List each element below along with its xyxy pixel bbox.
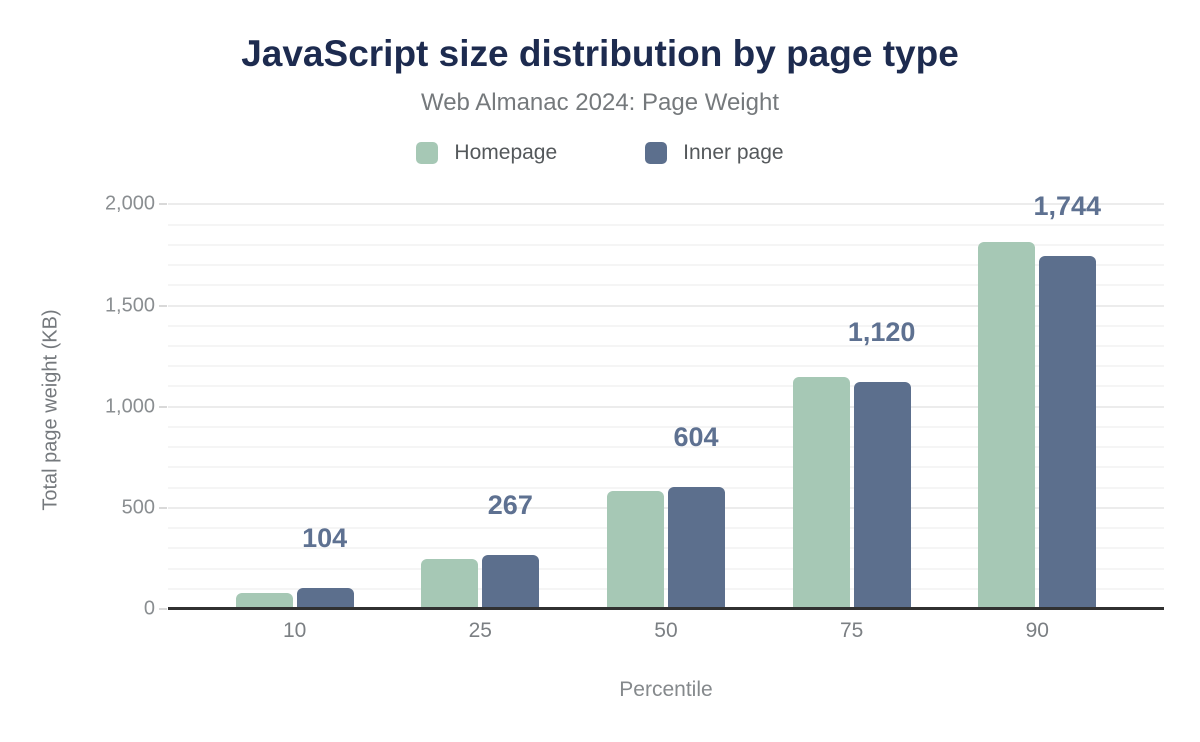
y-tick-mark [159, 608, 167, 610]
legend-item-inner-page[interactable]: Inner page [645, 141, 784, 165]
minor-gridline [168, 547, 1164, 550]
data-label: 1,120 [847, 317, 916, 348]
legend: Homepage Inner page [0, 141, 1200, 165]
minor-gridline [168, 344, 1164, 347]
legend-swatch-icon [416, 142, 439, 164]
data-label: 1,744 [1033, 191, 1102, 222]
legend-item-homepage[interactable]: Homepage [416, 141, 557, 165]
bar-homepage[interactable] [606, 491, 664, 609]
minor-gridline [168, 324, 1164, 327]
minor-gridline [168, 223, 1164, 226]
legend-label: Inner page [683, 141, 784, 164]
data-label: 267 [487, 489, 533, 520]
bar-inner-page[interactable] [482, 554, 540, 609]
x-tick-label: 75 [839, 619, 864, 642]
y-tick-mark [159, 405, 167, 408]
bar-inner-page[interactable] [667, 486, 725, 609]
data-label: 104 [302, 522, 348, 553]
major-gridline [168, 203, 1164, 206]
bar-homepage[interactable] [421, 559, 479, 609]
legend-swatch-icon [645, 142, 668, 164]
major-gridline [168, 506, 1164, 509]
minor-gridline [168, 365, 1164, 368]
minor-gridline [168, 466, 1164, 469]
minor-gridline [168, 425, 1164, 428]
x-tick-label: 50 [654, 619, 678, 642]
y-tick-label: 2,000 [104, 192, 155, 215]
y-tick-label: 1,000 [104, 395, 155, 418]
x-axis-line [168, 607, 1164, 610]
minor-gridline [168, 587, 1164, 590]
y-tick-mark [159, 304, 167, 307]
chart-subtitle: Web Almanac 2024: Page Weight [420, 89, 779, 116]
minor-gridline [168, 446, 1164, 449]
bar-groups: 104 10 267 25 604 50 1,120 75 1,744 90 [168, 174, 1164, 642]
y-tick-label: 1,500 [104, 294, 155, 317]
legend-label: Homepage [454, 141, 558, 164]
bar-inner-page[interactable] [296, 587, 354, 609]
data-label: 604 [673, 421, 719, 452]
bar-inner-page[interactable] [853, 382, 911, 609]
bar-group: 604 50 [606, 174, 725, 642]
chart-title: JavaScript size distribution by page typ… [241, 33, 959, 74]
bar-homepage[interactable] [978, 242, 1036, 609]
bar-group: 1,120 75 [792, 174, 915, 642]
minor-gridline [168, 486, 1164, 489]
minor-gridline [168, 243, 1164, 246]
plot-area: 0 500 1,000 1,500 2,000 104 10 267 25 604 50 1,120 7… [105, 174, 1164, 642]
major-gridline [168, 405, 1164, 408]
bar-homepage[interactable] [792, 376, 850, 609]
x-tick-label: 10 [282, 619, 307, 642]
minor-gridline [168, 567, 1164, 570]
minor-gridline [168, 527, 1164, 530]
minor-gridline [168, 385, 1164, 388]
y-tick-label: 0 [143, 597, 155, 620]
y-axis-title: Total page weight (KB) [39, 309, 62, 511]
bar-inner-page[interactable] [1039, 256, 1097, 609]
major-gridline [168, 304, 1164, 307]
y-tick-mark [159, 203, 167, 206]
bar-group: 104 10 [235, 174, 354, 642]
y-tick-mark [159, 506, 167, 509]
y-tick-label: 500 [121, 496, 155, 519]
x-tick-label: 90 [1025, 619, 1049, 642]
minor-gridline [168, 264, 1164, 267]
bar-homepage[interactable] [235, 593, 293, 609]
x-tick-label: 25 [468, 619, 492, 642]
bar-group: 1,744 90 [978, 174, 1101, 642]
bar-group: 267 25 [421, 174, 540, 642]
x-axis-title: Percentile [619, 678, 713, 701]
minor-gridline [168, 284, 1164, 287]
